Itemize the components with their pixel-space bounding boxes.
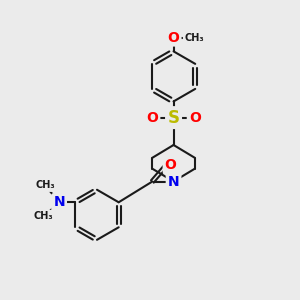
Text: O: O xyxy=(168,31,179,44)
Text: O: O xyxy=(165,158,176,172)
Text: CH₃: CH₃ xyxy=(184,32,204,43)
Text: O: O xyxy=(146,111,158,124)
Text: CH₃: CH₃ xyxy=(33,212,53,221)
Text: N: N xyxy=(168,175,179,188)
Text: N: N xyxy=(53,195,65,209)
Text: O: O xyxy=(189,111,201,124)
Text: CH₃: CH₃ xyxy=(35,181,55,190)
Text: S: S xyxy=(168,109,180,127)
